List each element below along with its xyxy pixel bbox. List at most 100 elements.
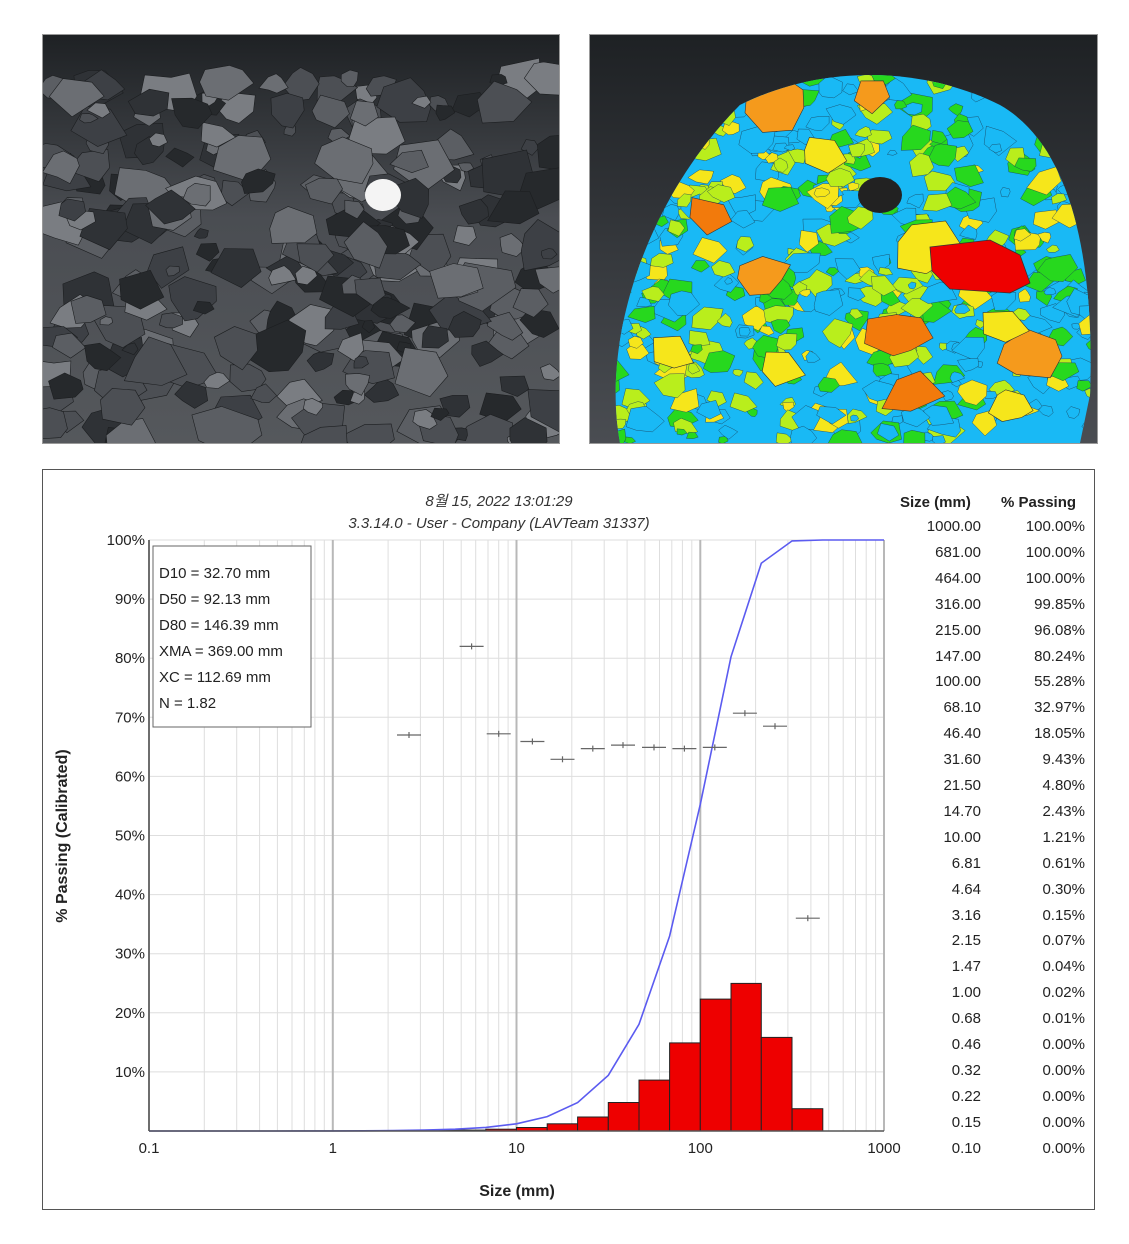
fragment-segment bbox=[1046, 244, 1060, 253]
fragment-segment bbox=[959, 224, 978, 240]
table-size-cell: 10.00 bbox=[943, 828, 981, 846]
y-tick-label: 10% bbox=[115, 1064, 145, 1081]
fragment-segment bbox=[625, 405, 665, 433]
data-marker bbox=[795, 915, 820, 922]
table-passing-cell: 2.43% bbox=[1042, 802, 1085, 820]
helmet-icon bbox=[365, 179, 401, 211]
rock-fragment bbox=[165, 265, 180, 277]
large-fragment bbox=[988, 389, 1034, 422]
fragment-segment bbox=[849, 308, 864, 320]
y-tick-label: 70% bbox=[115, 709, 145, 726]
large-fragment bbox=[864, 314, 934, 357]
fragment-segment bbox=[1013, 228, 1032, 242]
table-size-cell: 100.00 bbox=[935, 673, 981, 691]
data-marker bbox=[642, 744, 666, 751]
fragment-segment bbox=[988, 143, 1002, 154]
rock-fragment bbox=[148, 132, 168, 148]
oversize-fragment bbox=[929, 239, 1031, 294]
fragment-segment bbox=[907, 281, 917, 290]
table-passing-cell: 0.61% bbox=[1042, 854, 1085, 872]
rock-fragment bbox=[84, 342, 122, 372]
fragment-segment bbox=[894, 100, 908, 110]
y-tick-label: 50% bbox=[115, 828, 145, 845]
rock-fragment bbox=[499, 375, 530, 397]
rock-fragment bbox=[200, 121, 237, 148]
fragment-segment bbox=[886, 149, 898, 156]
rock-fragment bbox=[195, 242, 220, 262]
fragment-segment bbox=[653, 373, 686, 399]
histogram-bar bbox=[730, 982, 762, 1132]
data-marker bbox=[732, 710, 757, 717]
rock-fragment bbox=[210, 248, 262, 288]
rock-fragment bbox=[241, 168, 276, 194]
rock-fragment bbox=[220, 180, 250, 207]
table-passing-cell: 0.01% bbox=[1042, 1010, 1085, 1028]
fragment-segment bbox=[724, 277, 733, 285]
fragment-segment bbox=[817, 376, 840, 393]
rock-fragment bbox=[182, 182, 211, 207]
rock-fragment bbox=[100, 388, 146, 426]
x-tick-label: 1000 bbox=[867, 1140, 900, 1157]
fragment-segment bbox=[641, 286, 665, 302]
fragment-segment bbox=[932, 435, 946, 443]
table-passing-cell: 100.00% bbox=[1025, 569, 1085, 587]
y-tick-label: 90% bbox=[115, 591, 145, 608]
rock-fragment bbox=[199, 65, 255, 101]
fragment-segment bbox=[676, 428, 688, 436]
rock-fragment bbox=[540, 248, 558, 260]
rock-fragment bbox=[123, 336, 188, 386]
rock-fragment bbox=[250, 383, 278, 404]
table-passing-cell: 55.28% bbox=[1034, 673, 1085, 691]
rock-fragment bbox=[48, 372, 84, 400]
rock-fragment bbox=[282, 67, 320, 102]
fragment-segment bbox=[1076, 380, 1091, 392]
fragment-segment bbox=[1078, 313, 1091, 336]
fragment-segment bbox=[627, 305, 656, 323]
rock-fragment bbox=[306, 351, 335, 372]
data-marker bbox=[702, 744, 727, 751]
rock-fragment bbox=[429, 263, 484, 299]
rock-fragment bbox=[353, 355, 369, 369]
rock-fragment bbox=[412, 409, 438, 430]
fragment-segment bbox=[686, 431, 699, 439]
rock-fragment bbox=[343, 221, 388, 269]
fragment-segment bbox=[1000, 187, 1011, 198]
fragment-segment bbox=[722, 121, 740, 136]
table-passing-cell: 0.02% bbox=[1042, 984, 1085, 1002]
fragment-segment bbox=[791, 405, 821, 431]
rock-fragment bbox=[145, 189, 196, 225]
rock-fragment bbox=[487, 190, 540, 225]
rock-fragment bbox=[376, 77, 432, 123]
fragment-segment bbox=[772, 142, 790, 153]
fragment-segment bbox=[690, 344, 703, 355]
size-distribution-chart: 0.1 1 10 100 1000 10% 20% 30% 40% 50% 60% 70% 80% 90%… bbox=[54, 493, 901, 1200]
fragment-segment bbox=[822, 318, 854, 349]
fragment-segment bbox=[716, 313, 733, 328]
fragment-segment bbox=[923, 404, 955, 426]
fragment-segment bbox=[878, 267, 893, 276]
histogram-bar bbox=[760, 1036, 793, 1132]
fragment-segment bbox=[931, 130, 948, 145]
rock-fragment bbox=[471, 340, 504, 367]
fragment-segment bbox=[805, 116, 830, 131]
fragment-segment bbox=[816, 406, 847, 425]
rock-pile-image bbox=[43, 35, 559, 443]
stat-d50: D50 = 92.13 mm bbox=[159, 591, 270, 608]
fragment-segment bbox=[991, 290, 1017, 311]
rock-fragment bbox=[361, 319, 376, 334]
fragment-segment bbox=[691, 260, 710, 273]
rock-fragment bbox=[435, 104, 456, 121]
data-marker bbox=[611, 742, 635, 749]
rock-fragment bbox=[523, 61, 559, 96]
table-passing-cell: 1.21% bbox=[1042, 828, 1085, 846]
fragment-segment bbox=[834, 258, 861, 280]
fragment-segment bbox=[729, 392, 758, 413]
rock-fragment bbox=[127, 88, 170, 117]
fragment-segment bbox=[696, 400, 722, 420]
rock-fragment bbox=[457, 162, 475, 173]
fragment-segment bbox=[1043, 287, 1057, 296]
fragment-segment bbox=[798, 230, 819, 253]
rock-fragment bbox=[314, 136, 374, 185]
table-size-cell: 147.00 bbox=[935, 647, 981, 665]
table-size-cell: 4.64 bbox=[951, 880, 981, 898]
